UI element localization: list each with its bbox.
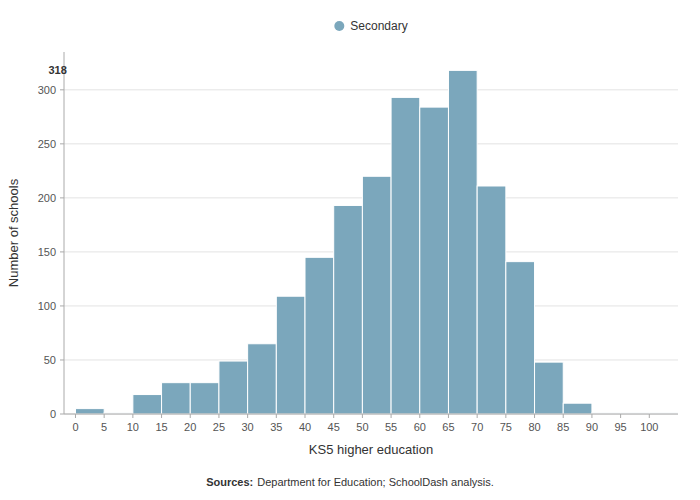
bar bbox=[162, 383, 191, 414]
x-tick bbox=[247, 414, 248, 418]
grid bbox=[64, 90, 678, 414]
bar bbox=[362, 176, 391, 414]
bar bbox=[133, 395, 162, 414]
y-tick bbox=[60, 143, 64, 144]
x-tick bbox=[218, 414, 219, 418]
bar bbox=[563, 403, 592, 414]
x-tick bbox=[649, 414, 650, 418]
x-tick-label: 65 bbox=[442, 421, 454, 433]
x-tick bbox=[161, 414, 162, 418]
bar bbox=[248, 344, 277, 414]
x-tick-label: 70 bbox=[471, 421, 483, 433]
x-axis-line bbox=[64, 414, 678, 415]
legend: Secondary bbox=[334, 19, 407, 33]
x-tick bbox=[132, 414, 133, 418]
y-tick bbox=[60, 89, 64, 90]
bars bbox=[75, 70, 678, 414]
x-tick-label: 75 bbox=[500, 421, 512, 433]
x-tick bbox=[477, 414, 478, 418]
bar bbox=[276, 296, 305, 414]
x-tick-label: 5 bbox=[101, 421, 107, 433]
x-tick-label: 25 bbox=[213, 421, 225, 433]
y-tick-label: 50 bbox=[44, 354, 56, 366]
x-tick bbox=[534, 414, 535, 418]
y-tick bbox=[60, 305, 64, 306]
x-tick bbox=[563, 414, 564, 418]
bar bbox=[535, 362, 564, 414]
x-tick bbox=[391, 414, 392, 418]
legend-marker bbox=[334, 21, 344, 31]
y-tick bbox=[60, 251, 64, 252]
bar bbox=[391, 97, 420, 414]
x-tick-label: 80 bbox=[528, 421, 540, 433]
y-ticks: 0 50 100 150 200 250 300 bbox=[38, 84, 64, 420]
source-label: Sources: bbox=[206, 476, 253, 488]
annotation: 318 bbox=[49, 64, 67, 76]
y-tick-label: 200 bbox=[38, 192, 56, 204]
y-tick-label: 0 bbox=[50, 408, 56, 420]
x-tick bbox=[620, 414, 621, 418]
x-tick bbox=[305, 414, 306, 418]
x-tick bbox=[333, 414, 334, 418]
x-tick-label: 20 bbox=[184, 421, 196, 433]
legend-label: Secondary bbox=[350, 19, 407, 33]
bar bbox=[420, 107, 449, 414]
x-tick bbox=[190, 414, 191, 418]
source: Sources: Department for Education; School… bbox=[206, 476, 494, 488]
x-tick bbox=[505, 414, 506, 418]
source-text: Department for Education; SchoolDash ana… bbox=[257, 476, 494, 488]
x-tick-label: 55 bbox=[385, 421, 397, 433]
bar bbox=[334, 205, 363, 414]
bar bbox=[305, 257, 334, 414]
grid-line bbox=[64, 89, 678, 90]
x-tick bbox=[419, 414, 420, 418]
x-tick-label: 50 bbox=[356, 421, 368, 433]
bar bbox=[506, 262, 535, 414]
x-tick-label: 30 bbox=[242, 421, 254, 433]
x-tick-label: 90 bbox=[586, 421, 598, 433]
x-tick-label: 95 bbox=[614, 421, 626, 433]
x-tick bbox=[591, 414, 592, 418]
x-tick-label: 40 bbox=[299, 421, 311, 433]
y-tick bbox=[60, 414, 64, 415]
x-tick-label: 35 bbox=[270, 421, 282, 433]
x-tick-label: 0 bbox=[72, 421, 78, 433]
y-tick bbox=[60, 359, 64, 360]
x-tick bbox=[75, 414, 76, 418]
y-tick-label: 100 bbox=[38, 300, 56, 312]
y-tick-label: 300 bbox=[38, 84, 56, 96]
x-tick-label: 10 bbox=[127, 421, 139, 433]
grid-line bbox=[64, 143, 678, 144]
x-tick-label: 85 bbox=[557, 421, 569, 433]
bar bbox=[219, 361, 248, 414]
bar bbox=[190, 383, 219, 414]
x-ticks: 0 5 10 15 20 25 30 35 40 45 50 55 60 65 70 75 80 85 90 95 10… bbox=[72, 414, 658, 433]
grid-line bbox=[64, 414, 678, 415]
y-tick-label: 250 bbox=[38, 138, 56, 150]
y-axis-label: Number of schools bbox=[6, 178, 21, 287]
bar bbox=[477, 186, 506, 414]
bar bbox=[448, 70, 477, 414]
y-tick-label: 150 bbox=[38, 246, 56, 258]
chart: 0 5 10 15 20 25 30 35 40 45 50 55 60 65 70 75 80 85 90 95 10… bbox=[0, 0, 700, 500]
x-tick-label: 15 bbox=[155, 421, 167, 433]
x-tick bbox=[448, 414, 449, 418]
x-tick bbox=[104, 414, 105, 418]
y-tick bbox=[60, 197, 64, 198]
x-tick-label: 60 bbox=[414, 421, 426, 433]
bar bbox=[75, 409, 104, 414]
x-tick bbox=[362, 414, 363, 418]
x-axis-label: KS5 higher education bbox=[309, 442, 433, 457]
x-tick bbox=[276, 414, 277, 418]
x-tick-label: 100 bbox=[640, 421, 658, 433]
x-tick-label: 45 bbox=[328, 421, 340, 433]
